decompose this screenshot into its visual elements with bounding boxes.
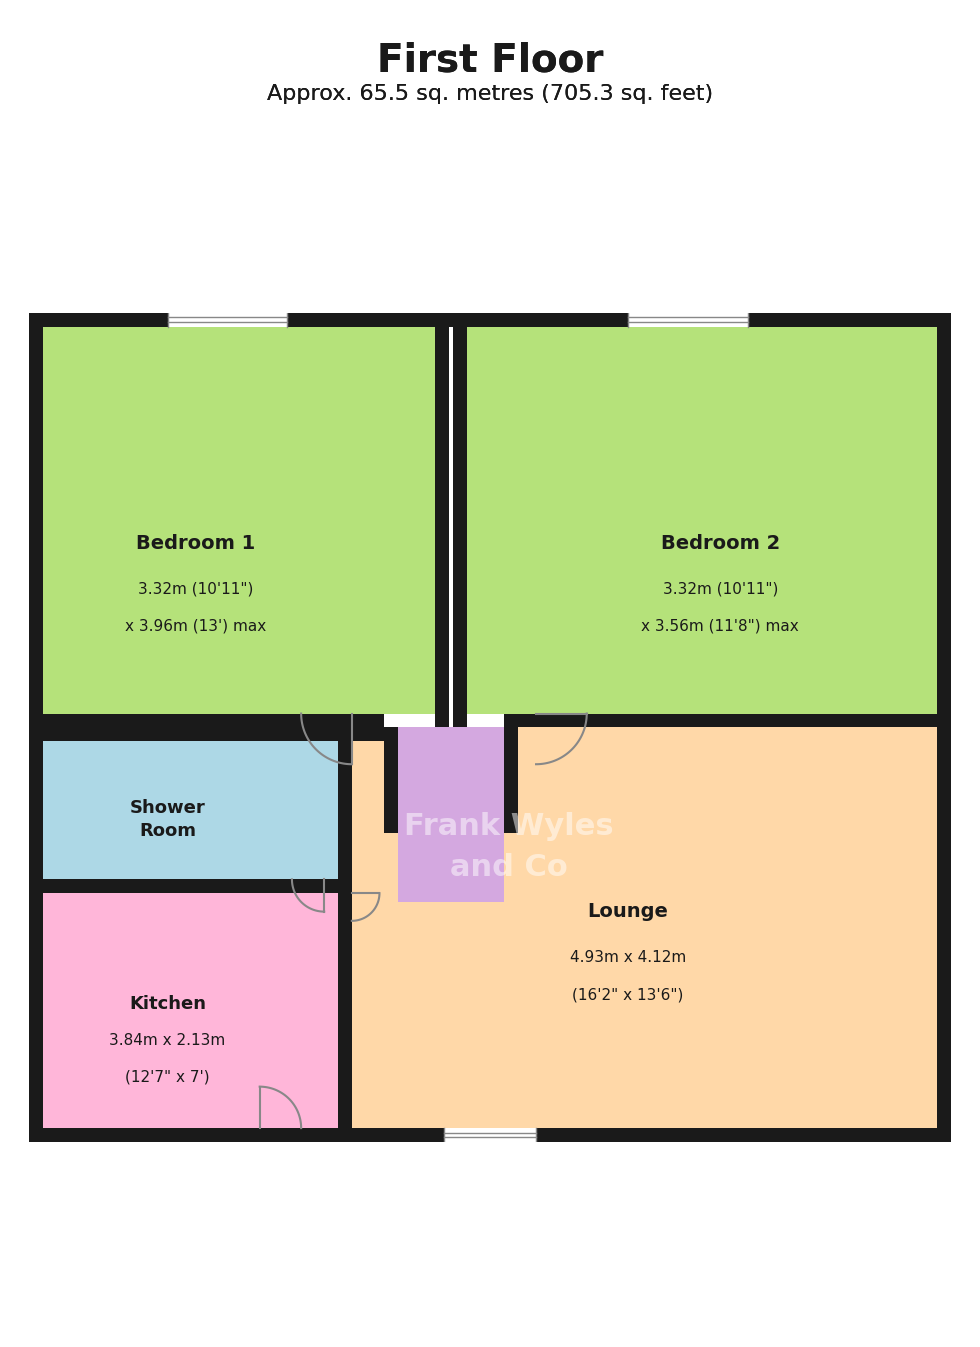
Text: Bedroom 2: Bedroom 2 xyxy=(661,533,780,552)
Bar xyxy=(43,727,338,893)
Bar xyxy=(29,714,384,727)
Bar xyxy=(504,714,951,727)
Text: x 3.56m (11'8") max: x 3.56m (11'8") max xyxy=(642,618,799,633)
Text: Shower
Room: Shower Room xyxy=(129,799,206,841)
Bar xyxy=(43,893,338,1127)
Bar xyxy=(398,727,504,902)
Text: 3.32m (10'11"): 3.32m (10'11") xyxy=(662,582,778,597)
Bar xyxy=(444,1127,536,1142)
Text: Approx. 65.5 sq. metres (705.3 sq. feet): Approx. 65.5 sq. metres (705.3 sq. feet) xyxy=(267,85,713,104)
Bar xyxy=(29,727,384,741)
Bar xyxy=(29,313,43,1142)
Bar xyxy=(504,727,517,834)
Bar xyxy=(338,727,937,1127)
Bar xyxy=(29,1127,951,1142)
Bar xyxy=(628,313,748,327)
Text: First Floor: First Floor xyxy=(377,42,603,79)
Text: (16'2" x 13'6"): (16'2" x 13'6") xyxy=(572,987,684,1002)
Bar xyxy=(43,313,435,714)
Bar xyxy=(398,727,504,847)
Text: Lounge: Lounge xyxy=(588,902,668,921)
Bar xyxy=(29,880,338,893)
Text: First Floor: First Floor xyxy=(377,42,603,79)
Bar xyxy=(384,727,398,834)
Bar xyxy=(467,313,937,714)
Bar xyxy=(29,313,951,327)
Text: Bedroom 1: Bedroom 1 xyxy=(135,533,255,552)
Text: Approx. 65.5 sq. metres (705.3 sq. feet): Approx. 65.5 sq. metres (705.3 sq. feet) xyxy=(267,85,713,104)
Bar xyxy=(453,313,467,727)
Text: Frank Wyles
and Co: Frank Wyles and Co xyxy=(404,812,613,882)
Text: 4.93m x 4.12m: 4.93m x 4.12m xyxy=(570,950,686,966)
Text: 3.84m x 2.13m: 3.84m x 2.13m xyxy=(110,1033,225,1048)
Text: x 3.96m (13') max: x 3.96m (13') max xyxy=(124,618,266,633)
Bar xyxy=(435,313,449,727)
Text: 3.32m (10'11"): 3.32m (10'11") xyxy=(137,582,253,597)
Text: (12'7" x 7'): (12'7" x 7') xyxy=(125,1070,210,1084)
Bar xyxy=(168,313,287,327)
Bar xyxy=(937,313,951,1142)
Bar xyxy=(338,727,352,1142)
Text: Kitchen: Kitchen xyxy=(129,994,206,1013)
